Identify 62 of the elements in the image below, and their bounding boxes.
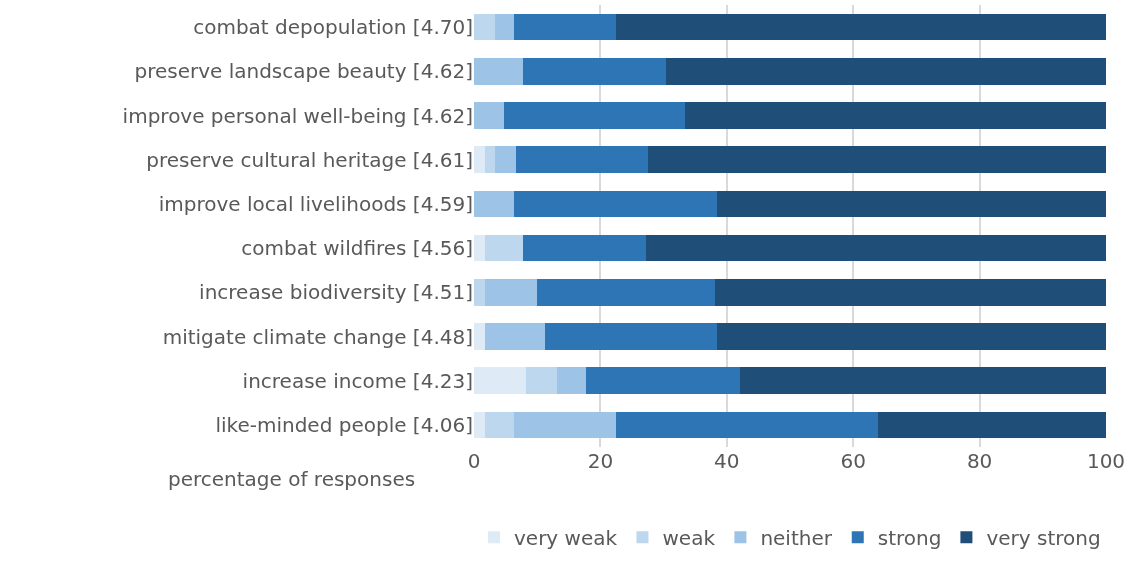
bar [523, 234, 646, 262]
bar [474, 102, 505, 129]
y-tick-label: improve local livelihoods [4.59] [158, 191, 473, 216]
bar [474, 367, 526, 394]
x-tick-label: 60 [840, 449, 866, 473]
bar [513, 411, 616, 439]
bar [484, 279, 538, 306]
x-tick-label: 20 [587, 449, 614, 473]
y-tick-label: combat wildfires [4.56] [241, 236, 473, 261]
y-tick-label: increase biodiversity [4.51] [199, 280, 473, 305]
x-tick-label: 0 [467, 449, 481, 473]
bar [515, 146, 649, 173]
y-tick-label: improve personal well-being [4.62] [122, 103, 473, 128]
bar [513, 13, 616, 41]
y-tick-label: preserve cultural heritage [4.61] [146, 147, 473, 172]
bar [474, 323, 485, 350]
x-tick-label: 40 [714, 449, 740, 473]
bar [525, 367, 557, 394]
bar [615, 13, 1106, 41]
y-tick-label: preserve landscape beauty [4.62] [134, 59, 473, 84]
bar [544, 323, 717, 350]
y-tick-label: combat depopulation [4.70] [193, 15, 473, 40]
bar [716, 323, 1106, 350]
legend-label: very weak [514, 526, 618, 551]
y-tick-label: mitigate climate change [4.48] [162, 324, 473, 349]
bar [878, 411, 1106, 439]
bar [474, 58, 524, 85]
bar [685, 102, 1106, 129]
bar [537, 279, 715, 306]
bar [585, 367, 741, 394]
bar [484, 146, 495, 173]
y-tick-label: like-minded people [4.06] [215, 412, 473, 437]
bar [474, 146, 485, 173]
bar [645, 234, 1106, 262]
legend-label: neither [760, 526, 833, 551]
bar [474, 411, 485, 439]
x-tick-label: 80 [966, 449, 993, 473]
bar [484, 411, 514, 439]
bar [556, 367, 586, 394]
bar [494, 13, 514, 41]
bar [615, 411, 879, 439]
bar [714, 279, 1106, 306]
bar [484, 323, 545, 350]
legend-label: very strong [986, 526, 1101, 551]
bar [716, 190, 1106, 218]
bar [523, 58, 667, 85]
bar [474, 190, 514, 218]
bar [494, 146, 516, 173]
legend-label: strong [877, 526, 942, 551]
bar [474, 279, 485, 306]
bar [474, 234, 485, 262]
legend-label: weak [662, 526, 716, 551]
bar [504, 102, 686, 129]
bar [484, 234, 524, 262]
bar [474, 13, 495, 41]
y-tick-label: increase income [4.23] [242, 368, 473, 393]
bar [648, 146, 1106, 173]
bar [513, 190, 717, 218]
x-axis-title: percentage of responses [168, 467, 416, 491]
bar [740, 367, 1106, 394]
x-tick-label: 100 [1086, 449, 1126, 473]
bar [666, 58, 1106, 85]
